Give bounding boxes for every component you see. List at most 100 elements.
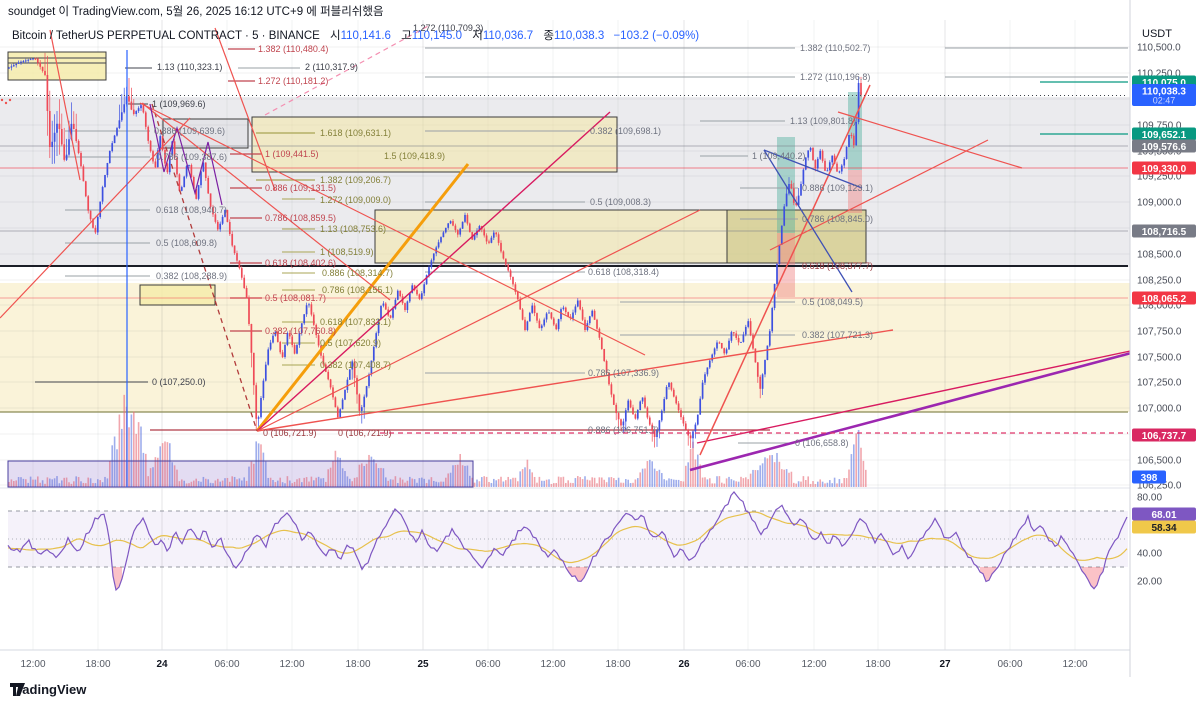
- fib-level-label[interactable]: 0.382 (107,408.7): [320, 360, 391, 370]
- fib-level-label[interactable]: 0.786 (108,845.0): [802, 214, 873, 224]
- volume-bar: [733, 480, 735, 487]
- long-loss-band[interactable]: [848, 170, 862, 213]
- time-axis[interactable]: 12:00 18:00 24 06:00 12:00 18:00 25 06:00 12:00 1…: [20, 659, 1087, 670]
- candle-body: [504, 258, 507, 265]
- fib-level-label[interactable]: 1.618 (109,631.1): [320, 128, 391, 138]
- fib-level-label[interactable]: 0.5 (109,008.3): [590, 197, 651, 207]
- fib-hlines[interactable]: [0, 47, 1128, 444]
- candle-body: [106, 163, 109, 176]
- fib-level-label[interactable]: 1.13 (110,323.1): [157, 62, 222, 72]
- volume-bar: [89, 478, 92, 487]
- fib-level-label[interactable]: 1.382 (109,206.7): [320, 175, 391, 185]
- fib-level-label[interactable]: 0.886 (106,751.7): [588, 425, 659, 435]
- fib-level-label[interactable]: 0.618 (108,402.6): [265, 258, 336, 268]
- volume-bar: [123, 394, 125, 487]
- fib-level-label[interactable]: 0.786 (109,387.6): [156, 152, 227, 162]
- fib-level-label[interactable]: 1 (109,440.2): [752, 151, 806, 161]
- fib-level-label[interactable]: 1.13 (109,801.8): [790, 116, 856, 126]
- trend-line[interactable]: [763, 149, 863, 189]
- fib-level-label[interactable]: 0.886 (109,123.1): [802, 183, 873, 193]
- price-axis[interactable]: 110,500.0110,250.0110,000.0109,750.0109,…: [1129, 0, 1200, 704]
- fib-labels[interactable]: 1.272 (110,709.3) 1.382 (110,480.4) 1.13 (…: [152, 23, 873, 448]
- fib-level-label[interactable]: 1 (109,969.6): [152, 99, 206, 109]
- trend-lines[interactable]: [0, 24, 1136, 487]
- price-badge-value: 106,737.7: [1142, 431, 1187, 442]
- candle-body: [296, 345, 298, 354]
- fib-level-label[interactable]: 0.886 (108,314.7): [322, 268, 393, 278]
- volume-bar: [749, 473, 752, 487]
- candle-body: [689, 435, 692, 439]
- fib-level-label[interactable]: 0.382 (109,698.1): [590, 126, 661, 136]
- time-tick-label: 18:00: [605, 659, 630, 670]
- fib-level-label[interactable]: 0.382 (107,760.8): [265, 326, 336, 336]
- volume-bar: [644, 468, 646, 487]
- fib-level-label[interactable]: 0.618 (108,377.7): [802, 261, 873, 271]
- trend-line[interactable]: [141, 102, 391, 301]
- candle-body: [128, 96, 130, 102]
- zigzag-drawing[interactable]: [149, 103, 223, 206]
- trend-line[interactable]: [256, 209, 701, 432]
- volume-bar: [154, 457, 157, 487]
- fib-level-label[interactable]: 1.272 (110,196.8): [800, 72, 870, 82]
- fib-level-label[interactable]: 0.382 (108,288.9): [156, 271, 227, 281]
- fib-level-label[interactable]: 0.5 (107,620.9): [320, 338, 381, 348]
- fib-level-label[interactable]: 0 (107,250.0): [152, 377, 206, 387]
- trend-line[interactable]: [256, 329, 894, 432]
- price-axis-currency[interactable]: USDT: [1142, 28, 1172, 40]
- fib-level-label[interactable]: 0 (106,658.8): [795, 438, 849, 448]
- fib-level-label[interactable]: 0.5 (108,609.8): [156, 238, 217, 248]
- fib-level-label[interactable]: 0.618 (108,318.4): [588, 267, 659, 277]
- trend-line[interactable]: [256, 111, 611, 432]
- tradingview-brand[interactable]: TradingView: [10, 682, 87, 697]
- price-axis-bg[interactable]: [1130, 0, 1200, 704]
- trend-line[interactable]: [139, 102, 646, 356]
- fib-level-label[interactable]: 0.886 (109,639.6): [154, 126, 225, 136]
- volume-bar: [68, 482, 70, 487]
- fib-level-label[interactable]: 1.5 (109,418.9): [384, 151, 445, 161]
- fib-level-label[interactable]: 0.618 (108,940.7): [156, 205, 227, 215]
- trend-line[interactable]: [49, 29, 81, 181]
- fib-level-label[interactable]: 1.382 (110,502.7): [800, 43, 870, 53]
- fib-level-label[interactable]: 1.382 (110,480.4): [258, 44, 328, 54]
- trend-line[interactable]: [264, 24, 431, 116]
- trend-line[interactable]: [0, 117, 191, 319]
- fib-level-label[interactable]: 1 (109,441.5): [265, 149, 319, 159]
- trend-line[interactable]: [763, 149, 853, 293]
- fib-level-label[interactable]: 0.886 (109,131.5): [265, 183, 336, 193]
- volume-bar: [670, 478, 673, 487]
- fib-level-label[interactable]: 1 (108,519.9): [320, 247, 374, 257]
- fib-level-label[interactable]: 0.382 (107,721.3): [802, 330, 873, 340]
- fib-level-label[interactable]: 0 (106,721.9): [263, 428, 317, 438]
- volume-bar: [593, 477, 596, 487]
- rectangle-drawing[interactable]: [251, 116, 618, 173]
- fib-level-label[interactable]: 1.13 (108,753.6): [320, 224, 386, 234]
- rectangle-drawing[interactable]: [162, 118, 249, 149]
- symbol-title[interactable]: Bitcoin / TetherUS PERPETUAL CONTRACT · …: [12, 30, 320, 42]
- fib-level-label[interactable]: 1.272 (110,181.2): [258, 76, 328, 86]
- fib-level-label[interactable]: 0.5 (108,081.7): [265, 293, 326, 303]
- trend-line[interactable]: [696, 349, 1136, 444]
- fib-level-label[interactable]: 0.786 (108,859.5): [265, 213, 336, 223]
- trend-line[interactable]: [214, 27, 276, 191]
- fib-level-label[interactable]: 0.786 (107,336.9): [588, 368, 659, 378]
- trend-line[interactable]: [699, 84, 871, 456]
- fib-level-label[interactable]: 0.786 (108,155.1): [322, 285, 393, 295]
- fib-level-label[interactable]: 1.272 (110,709.3): [413, 23, 483, 33]
- rectangle-drawing[interactable]: [139, 284, 216, 306]
- trend-line[interactable]: [769, 139, 989, 251]
- trend-line[interactable]: [255, 163, 470, 432]
- volume-bar: [589, 480, 591, 487]
- volume-profile-box[interactable]: [7, 460, 474, 488]
- fib-level-label[interactable]: 0 (106,721.9): [338, 428, 392, 438]
- volume-bar: [310, 476, 313, 487]
- trend-line[interactable]: [151, 103, 258, 432]
- trend-line[interactable]: [837, 111, 1023, 169]
- trend-line[interactable]: [689, 350, 1136, 472]
- fib-level-label[interactable]: 2 (110,317.9): [305, 62, 358, 72]
- fib-level-label[interactable]: 0.5 (108,049.5): [802, 297, 863, 307]
- candle-body: [248, 298, 250, 325]
- fib-level-label[interactable]: 1.272 (109,009.0): [320, 195, 391, 205]
- fib-level-label[interactable]: 0.618 (107,833.1): [320, 317, 391, 327]
- long-profit-band[interactable]: [848, 92, 862, 170]
